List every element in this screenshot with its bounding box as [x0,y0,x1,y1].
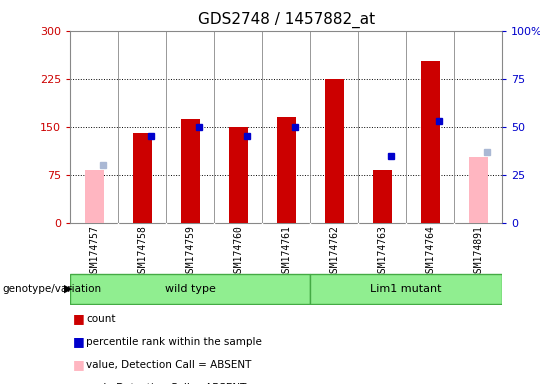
Text: rank, Detection Call = ABSENT: rank, Detection Call = ABSENT [86,383,247,384]
Bar [421,61,440,223]
Bar [133,133,152,223]
Text: GSM174891: GSM174891 [473,225,483,278]
Text: ■: ■ [73,381,85,384]
Title: GDS2748 / 1457882_at: GDS2748 / 1457882_at [198,12,375,28]
Text: ■: ■ [73,312,85,325]
Text: GSM174761: GSM174761 [281,225,291,278]
Text: value, Detection Call = ABSENT: value, Detection Call = ABSENT [86,360,252,370]
Text: GSM174760: GSM174760 [233,225,243,278]
Text: GSM174758: GSM174758 [137,225,147,278]
Text: wild type: wild type [165,284,215,294]
Text: ■: ■ [73,358,85,371]
Text: ▶: ▶ [64,284,72,294]
Text: Lim1 mutant: Lim1 mutant [370,284,442,294]
Text: GSM174764: GSM174764 [425,225,435,278]
Bar [180,119,200,223]
Bar [228,127,248,223]
Bar [276,117,296,223]
Bar [310,274,502,304]
Text: GSM174762: GSM174762 [329,225,339,278]
Text: ■: ■ [73,335,85,348]
Bar [70,274,310,304]
Text: GSM174759: GSM174759 [185,225,195,278]
Text: count: count [86,314,116,324]
Text: GSM174757: GSM174757 [89,225,99,278]
Text: genotype/variation: genotype/variation [3,284,102,294]
Text: GSM174763: GSM174763 [377,225,387,278]
Bar [85,170,104,223]
Text: percentile rank within the sample: percentile rank within the sample [86,337,262,347]
Bar [325,79,344,223]
Bar [469,157,488,223]
Bar [373,170,392,223]
